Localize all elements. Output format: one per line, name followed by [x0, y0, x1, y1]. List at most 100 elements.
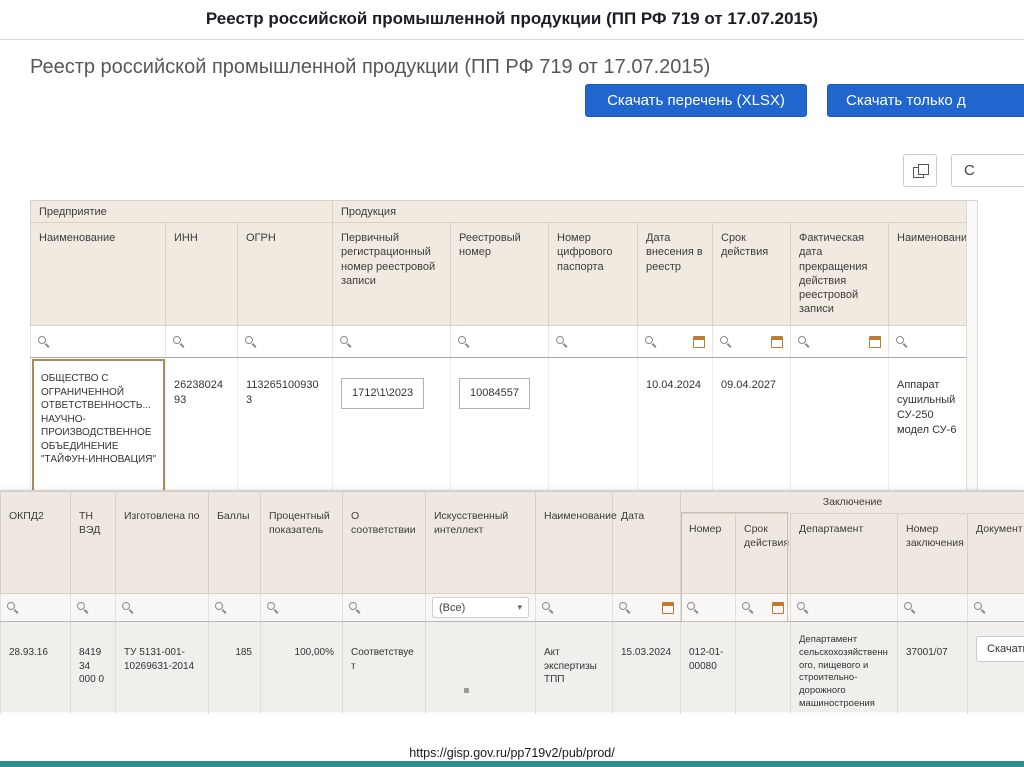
calendar-icon[interactable] — [771, 335, 783, 348]
cell-inn: 2623802493 — [165, 357, 238, 506]
detail-row[interactable]: 28.93.16 8419 34 000 0 ТУ 5131-001-10269… — [0, 621, 1024, 714]
column-header-document[interactable]: Документ — [966, 513, 1024, 594]
cell-okpd2: 28.93.16 — [0, 621, 71, 714]
search-icon — [340, 335, 352, 348]
column-header-termination-date[interactable]: Фактическая дата прекращения действия ре… — [790, 222, 889, 326]
filter-registry-number[interactable] — [450, 325, 549, 358]
ai-filter-select[interactable]: (Все) ▾ — [432, 597, 529, 618]
cell-ogrn: 1132651009303 — [237, 357, 333, 506]
column-header-product-name[interactable]: Наименование — [887, 222, 973, 326]
cell-department: Департамент сельскохозяйственного, пищев… — [790, 621, 898, 714]
column-header-company-name[interactable]: Наименование — [30, 222, 166, 326]
filter-conclusion-validity[interactable] — [735, 593, 791, 622]
cell-points: 185 — [208, 621, 261, 714]
filter-digital-passport[interactable] — [548, 325, 638, 358]
filter-conclusion-number[interactable] — [897, 593, 968, 622]
column-header-registry-number[interactable]: Реестровый номер — [450, 222, 549, 326]
filter-made-to[interactable] — [115, 593, 209, 622]
cell-registry-number: 10084557 — [450, 357, 549, 506]
cell-date: 15.03.2024 — [612, 621, 681, 714]
calendar-icon[interactable] — [869, 335, 881, 348]
column-header-made-to[interactable]: Изготовлена по — [115, 491, 209, 594]
calendar-icon[interactable] — [693, 335, 705, 348]
filter-ai[interactable]: (Все) ▾ — [425, 593, 536, 622]
column-header-digital-passport[interactable]: Номер цифрового паспорта — [548, 222, 638, 326]
search-icon — [38, 335, 50, 348]
search-icon — [798, 335, 810, 348]
filter-primary-reg-number[interactable] — [332, 325, 451, 358]
detail-panel: ОКПД2 ТН ВЭД Изготовлена по Баллы Процен… — [0, 490, 1024, 714]
ai-filter-value: (Все) — [439, 601, 466, 614]
reset-button-partial[interactable]: С — [951, 154, 1024, 187]
filter-date[interactable] — [612, 593, 681, 622]
search-icon — [556, 335, 568, 348]
chevron-down-icon: ▾ — [517, 602, 522, 612]
column-group-enterprise: Предприятие — [30, 200, 333, 223]
column-header-validity[interactable]: Срок действия — [712, 222, 791, 326]
search-icon — [542, 601, 554, 614]
column-header-department[interactable]: Департамент — [790, 513, 898, 594]
search-icon — [896, 335, 908, 348]
column-header-number[interactable]: Номер — [680, 513, 736, 594]
cell-percent: 100,00% — [260, 621, 343, 714]
column-settings-button[interactable] — [903, 154, 937, 187]
download-document-button[interactable]: Скачать — [976, 636, 1024, 662]
calendar-icon[interactable] — [772, 601, 784, 614]
cell-document: Скачать — [966, 621, 1024, 714]
filter-points[interactable] — [208, 593, 261, 622]
filter-company-name[interactable] — [30, 325, 166, 358]
filter-percent[interactable] — [260, 593, 343, 622]
search-icon — [245, 335, 257, 348]
filter-tnved[interactable] — [70, 593, 116, 622]
cell-doc-name: Акт экспертизы ТПП — [535, 621, 613, 714]
column-header-conformity[interactable]: О соответствии — [342, 491, 426, 594]
download-xlsx-button[interactable]: Скачать перечень (XLSX) — [585, 84, 807, 117]
filter-document[interactable] — [966, 593, 1024, 622]
vertical-scrollbar[interactable] — [966, 200, 978, 505]
column-header-ai[interactable]: Искусственный интеллект — [425, 491, 536, 594]
filter-inn[interactable] — [165, 325, 238, 358]
table-row[interactable]: ОБЩЕСТВО С ОГРАНИЧЕННОЙ ОТВЕТСТВЕННОСТЬ.… — [30, 357, 968, 506]
filter-doc-name[interactable] — [535, 593, 613, 622]
column-header-conclusion-number[interactable]: Номер заключения — [897, 513, 968, 594]
search-icon — [122, 601, 134, 614]
search-icon — [974, 601, 986, 614]
cell-digital-passport — [548, 357, 638, 506]
filter-product-name[interactable] — [887, 325, 968, 358]
filter-okpd2[interactable] — [0, 593, 71, 622]
filter-termination-date[interactable] — [790, 325, 889, 358]
column-header-primary-reg-number[interactable]: Первичный регистрационный номер реестров… — [332, 222, 451, 326]
column-header-percent[interactable]: Процентный показатель — [260, 491, 343, 594]
cell-number: 012-01-00080 — [680, 621, 736, 714]
primary-reg-number-box[interactable]: 1712\1\2023 — [341, 378, 425, 409]
column-header-conclusion-validity[interactable]: Срок действия — [735, 513, 791, 594]
download-data-button[interactable]: Скачать только д — [827, 84, 1024, 117]
filter-department[interactable] — [790, 593, 898, 622]
calendar-icon[interactable] — [662, 601, 674, 614]
filter-number[interactable] — [680, 593, 736, 622]
column-header-points[interactable]: Баллы — [208, 491, 261, 594]
column-header-inn[interactable]: ИНН — [165, 222, 238, 326]
cell-company-name[interactable]: ОБЩЕСТВО С ОГРАНИЧЕННОЙ ОТВЕТСТВЕННОСТЬ.… — [30, 357, 166, 506]
cell-conclusion-number: 37001/07 — [897, 621, 968, 714]
cell-primary-reg-number: 1712\1\2023 — [332, 357, 451, 506]
search-icon — [742, 601, 754, 614]
column-header-ogrn[interactable]: ОГРН — [237, 222, 333, 326]
registry-table-container: Предприятие Продукция Наименование ИНН О… — [30, 200, 973, 506]
column-header-tnved[interactable]: ТН ВЭД — [70, 491, 116, 594]
column-header-date[interactable]: Дата — [612, 491, 681, 594]
search-icon — [619, 601, 631, 614]
filter-date-added[interactable] — [637, 325, 713, 358]
column-header-okpd2[interactable]: ОКПД2 — [0, 491, 71, 594]
column-header-date-added[interactable]: Дата внесения в реестр — [637, 222, 713, 326]
search-icon — [173, 335, 185, 348]
column-header-doc-name[interactable]: Наименование — [535, 491, 617, 594]
filter-validity[interactable] — [712, 325, 791, 358]
filter-ogrn[interactable] — [237, 325, 333, 358]
cell-validity: 09.04.2027 — [712, 357, 791, 506]
registry-number-box[interactable]: 10084557 — [459, 378, 530, 409]
search-icon — [458, 335, 470, 348]
page-title: Реестр российской промышленной продукции… — [30, 56, 711, 78]
cell-conformity: Соответствует — [342, 621, 426, 714]
filter-conformity[interactable] — [342, 593, 426, 622]
